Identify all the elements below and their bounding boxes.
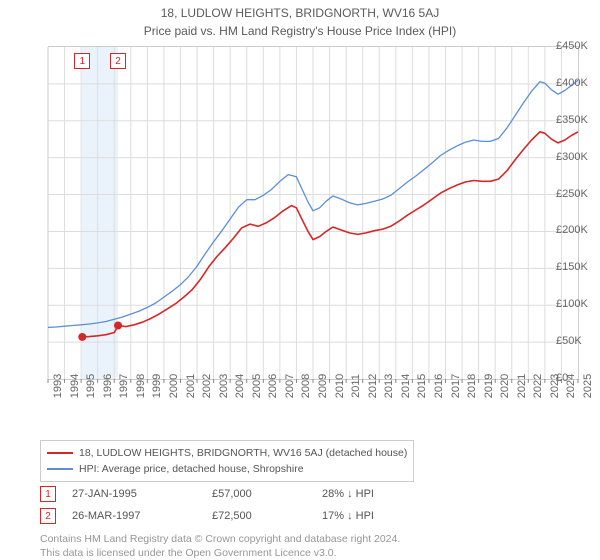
x-tick-label: 2018: [466, 374, 478, 398]
x-tick-label: 1995: [85, 374, 97, 398]
x-tick-label: 1996: [102, 374, 114, 398]
sale-row-price: £72,500: [212, 510, 322, 522]
chart-legend: 18, LUDLOW HEIGHTS, BRIDGNORTH, WV16 5AJ…: [40, 440, 414, 482]
y-tick-label: £100K: [556, 298, 598, 310]
legend-item: 18, LUDLOW HEIGHTS, BRIDGNORTH, WV16 5AJ…: [47, 445, 407, 461]
chart-title-address: 18, LUDLOW HEIGHTS, BRIDGNORTH, WV16 5AJ: [0, 0, 600, 20]
x-tick-label: 2024: [565, 374, 577, 398]
x-tick-label: 2001: [185, 374, 197, 398]
x-tick-label: 2022: [532, 374, 544, 398]
x-tick-label: 2009: [317, 374, 329, 398]
x-tick-label: 2017: [450, 374, 462, 398]
legend-label: HPI: Average price, detached house, Shro…: [79, 463, 304, 475]
x-tick-label: 2023: [549, 374, 561, 398]
x-tick-label: 2010: [334, 374, 346, 398]
sale-row: 2 26-MAR-1997£72,50017% ↓ HPI: [40, 508, 442, 524]
x-tick-label: 2006: [267, 374, 279, 398]
x-tick-label: 2008: [300, 374, 312, 398]
sale-row-marker: 2: [40, 508, 56, 524]
y-tick-label: £200K: [556, 224, 598, 236]
y-tick-label: £350K: [556, 114, 598, 126]
y-tick-label: £50K: [556, 335, 598, 347]
x-tick-label: 2002: [201, 374, 213, 398]
y-tick-label: £150K: [556, 261, 598, 273]
chart-plot-area: 12: [48, 46, 579, 380]
chart-svg: [48, 47, 578, 379]
x-tick-label: 2004: [234, 374, 246, 398]
chart-footer: Contains HM Land Registry data © Crown c…: [40, 532, 400, 560]
legend-swatch: [47, 452, 73, 454]
legend-label: 18, LUDLOW HEIGHTS, BRIDGNORTH, WV16 5AJ…: [79, 447, 407, 459]
sale-row-price: £57,000: [212, 488, 322, 500]
sale-marker-box: 1: [74, 53, 90, 69]
y-tick-label: £450K: [556, 40, 598, 52]
x-tick-label: 2021: [516, 374, 528, 398]
sale-row-delta: 17% ↓ HPI: [322, 510, 442, 522]
x-tick-label: 2015: [416, 374, 428, 398]
x-tick-label: 2016: [433, 374, 445, 398]
x-tick-label: 2007: [284, 374, 296, 398]
x-tick-label: 1997: [118, 374, 130, 398]
y-tick-label: £250K: [556, 188, 598, 200]
y-tick-label: £400K: [556, 77, 598, 89]
chart-title-sub: Price paid vs. HM Land Registry's House …: [0, 20, 600, 40]
y-tick-label: £300K: [556, 151, 598, 163]
x-tick-label: 2025: [582, 374, 594, 398]
x-tick-label: 1999: [151, 374, 163, 398]
footer-line-1: Contains HM Land Registry data © Crown c…: [40, 532, 400, 546]
sale-row-date: 27-JAN-1995: [72, 488, 212, 500]
legend-swatch: [47, 468, 73, 470]
legend-item: HPI: Average price, detached house, Shro…: [47, 461, 407, 477]
sale-row-date: 26-MAR-1997: [72, 510, 212, 522]
x-tick-label: 2020: [499, 374, 511, 398]
x-tick-label: 2013: [383, 374, 395, 398]
x-tick-label: 2003: [218, 374, 230, 398]
x-tick-label: 1994: [69, 374, 81, 398]
sale-row-marker: 1: [40, 486, 56, 502]
x-tick-label: 1993: [52, 374, 64, 398]
x-tick-label: 2005: [251, 374, 263, 398]
x-tick-label: 2011: [350, 374, 362, 398]
x-tick-label: 2019: [483, 374, 495, 398]
footer-line-2: This data is licensed under the Open Gov…: [40, 546, 400, 560]
x-tick-label: 2014: [400, 374, 412, 398]
sale-row-delta: 28% ↓ HPI: [322, 488, 442, 500]
sale-marker-box: 2: [110, 53, 126, 69]
sale-row: 1 27-JAN-1995£57,00028% ↓ HPI: [40, 486, 442, 502]
x-tick-label: 1998: [135, 374, 147, 398]
x-tick-label: 2000: [168, 374, 180, 398]
x-tick-label: 2012: [367, 374, 379, 398]
